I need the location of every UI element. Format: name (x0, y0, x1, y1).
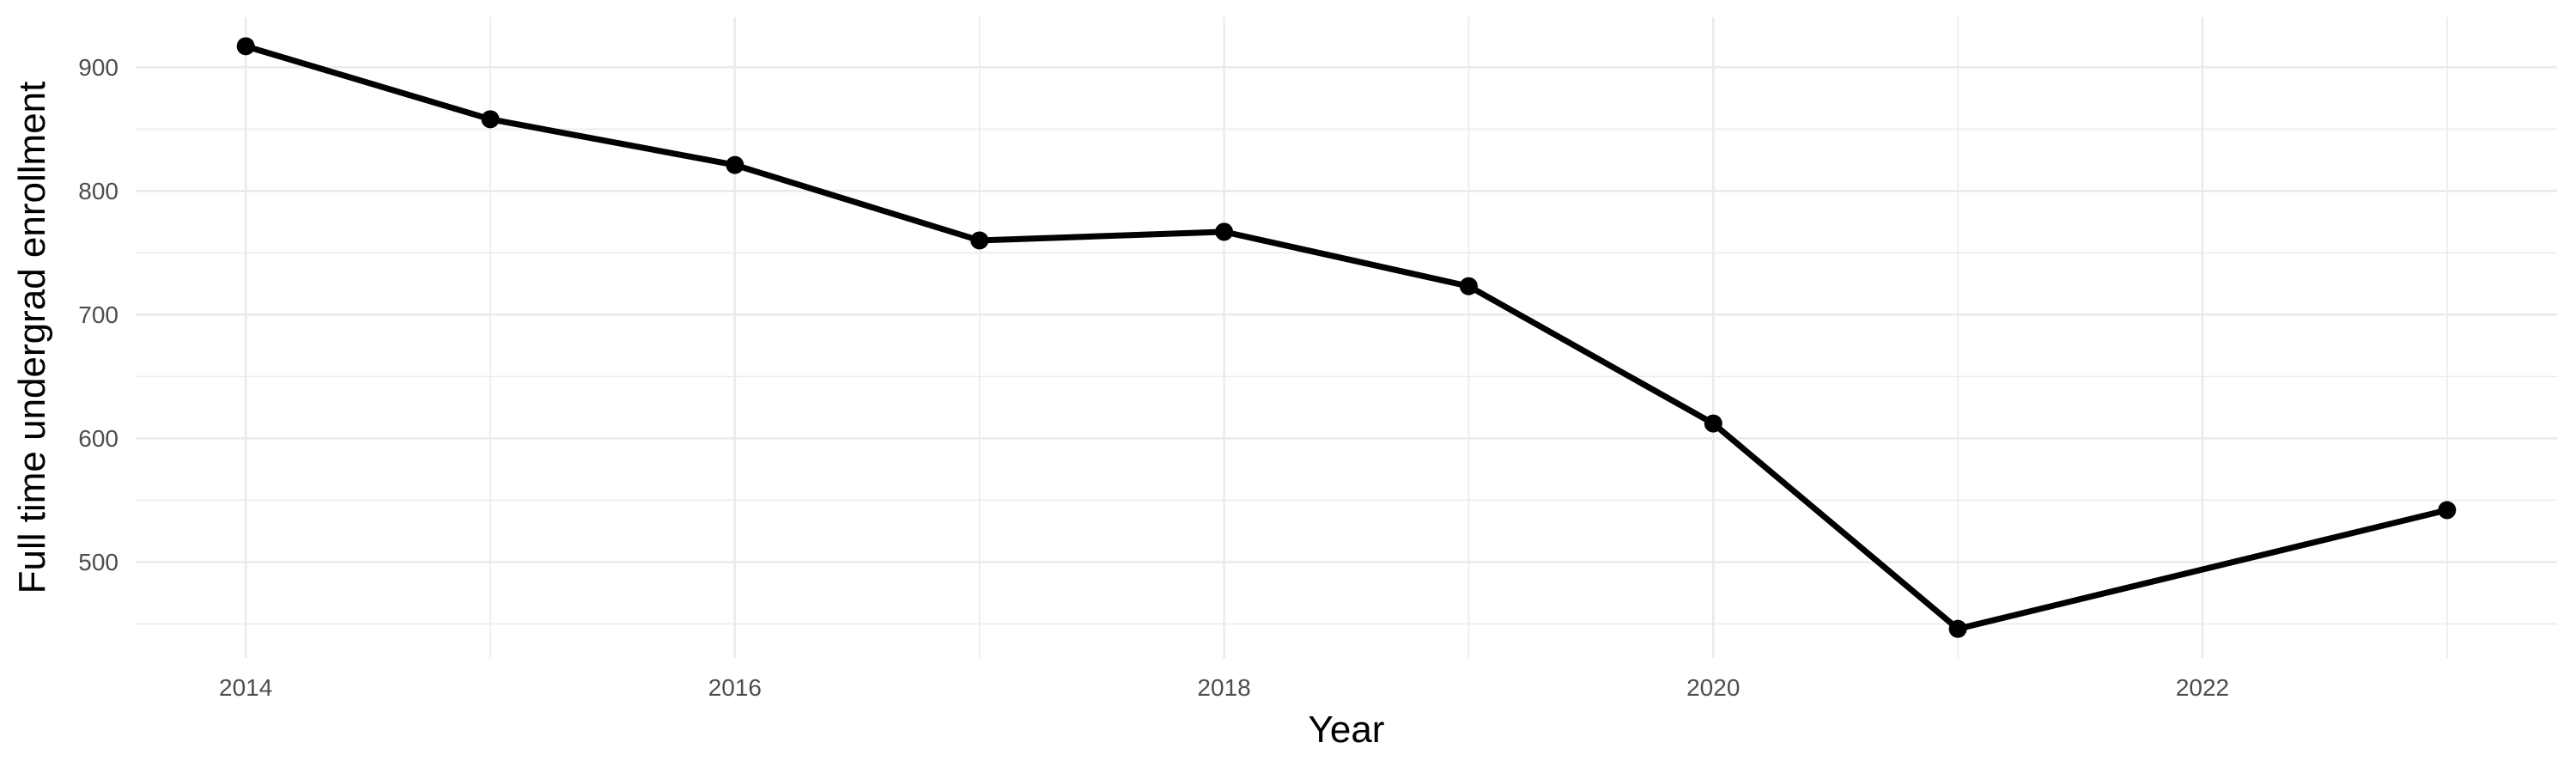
x-axis-tick-label: 2016 (708, 674, 762, 701)
y-axis-tick-label: 900 (78, 54, 118, 81)
data-point-2023 (2438, 501, 2457, 520)
y-axis-title: Full time undergrad enrollment (11, 81, 53, 594)
x-axis-tick-label: 2018 (1197, 674, 1250, 701)
y-axis-tick-label: 800 (78, 178, 118, 204)
data-point-2018 (1215, 222, 1234, 241)
x-axis-tick-label: 2022 (2176, 674, 2229, 701)
data-point-2021 (1948, 619, 1967, 638)
data-point-2015 (481, 110, 500, 129)
data-point-2017 (970, 231, 989, 250)
data-point-2019 (1459, 277, 1478, 295)
data-point-2020 (1704, 414, 1722, 433)
y-axis-tick-label: 600 (78, 425, 118, 452)
x-axis-title: Year (1308, 709, 1385, 751)
y-axis-tick-label: 700 (78, 301, 118, 328)
x-axis-tick-label: 2020 (1686, 674, 1740, 701)
x-axis-tick-label: 2014 (219, 674, 272, 701)
y-axis-tick-label: 500 (78, 549, 118, 575)
data-point-2016 (726, 155, 744, 174)
data-line (245, 43, 2448, 632)
data-point-2014 (236, 37, 255, 56)
